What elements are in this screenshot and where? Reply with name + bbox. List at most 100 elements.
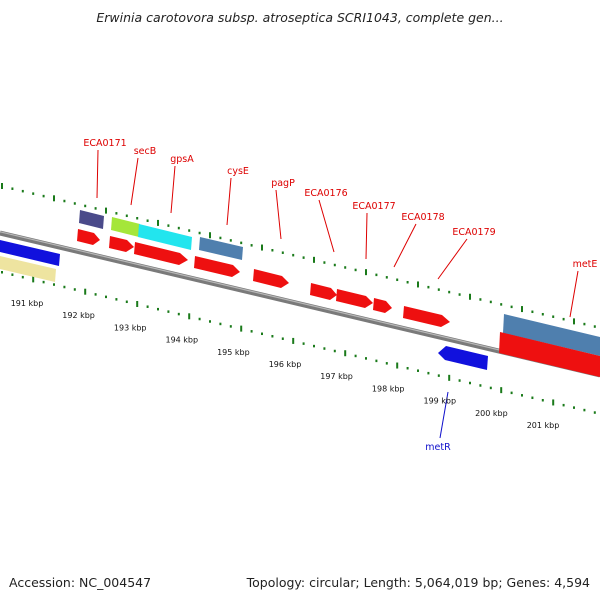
khaki-feature[interactable]	[0, 256, 56, 282]
gene-label-eca0176[interactable]: ECA0176	[304, 188, 347, 199]
gene-feature-eca0171[interactable]	[79, 210, 104, 229]
minor-tick	[229, 325, 232, 328]
minor-tick	[489, 300, 492, 304]
forward-cds-arrow[interactable]	[77, 229, 100, 245]
minor-tick	[427, 285, 430, 289]
major-tick	[292, 337, 295, 344]
scale-label: 196 kbp	[269, 360, 302, 369]
major-tick	[521, 306, 523, 313]
minor-tick	[323, 347, 326, 350]
minor-tick	[198, 231, 201, 235]
gene-label-secb[interactable]: secB	[134, 146, 157, 157]
scale-label: 194 kbp	[165, 336, 198, 345]
gene-label-gpsa[interactable]: gpsA	[170, 154, 194, 165]
minor-tick	[11, 273, 14, 276]
minor-tick	[573, 406, 575, 409]
forward-cds-arrow[interactable]	[310, 283, 337, 300]
minor-tick	[302, 342, 305, 345]
gene-feature-gpsa[interactable]	[138, 224, 192, 250]
gene-feature-mete-blue[interactable]	[503, 314, 600, 356]
leader-line	[226, 177, 232, 226]
forward-cds-arrow[interactable]	[134, 242, 188, 265]
major-tick	[396, 362, 399, 369]
feature-track-lower	[0, 240, 488, 370]
minor-tick	[42, 194, 45, 198]
gene-label-eca0177[interactable]: ECA0177	[352, 201, 395, 212]
minor-tick	[11, 187, 14, 190]
forward-cds-arrow[interactable]	[109, 236, 134, 252]
gene-feature-secb[interactable]	[111, 217, 140, 237]
major-tick	[365, 269, 367, 276]
minor-tick	[541, 398, 544, 402]
minor-tick	[84, 204, 87, 208]
minor-tick	[448, 290, 451, 294]
scale-label: 199 kbp	[423, 397, 456, 406]
reverse-cds-arrow-metr[interactable]	[438, 346, 488, 370]
minor-tick	[63, 285, 66, 289]
minor-tick	[562, 317, 565, 321]
major-tick	[417, 281, 419, 288]
minor-tick	[406, 366, 409, 370]
map-title: Erwinia carotovora subsp. atroseptica SC…	[96, 10, 504, 25]
gene-label-mete[interactable]: metE	[573, 259, 598, 270]
gene-labels: ECA0171 secB gpsA cysE pagP ECA0176 ECA0177 ECA…	[83, 138, 597, 453]
gene-feature-cyse[interactable]	[199, 237, 243, 260]
reverse-cds-arrow[interactable]	[0, 240, 60, 266]
gene-label-eca0171[interactable]: ECA0171	[83, 138, 126, 149]
minor-tick	[157, 307, 159, 311]
leader-line	[569, 270, 579, 318]
forward-cds-arrow[interactable]	[253, 269, 289, 288]
major-tick	[448, 374, 451, 381]
minor-tick	[375, 273, 378, 277]
minor-tick	[333, 349, 336, 353]
major-tick	[188, 313, 191, 320]
minor-tick	[531, 396, 534, 400]
minor-tick	[313, 344, 315, 348]
minor-tick	[323, 261, 326, 264]
scale-label: 191 kbp	[11, 299, 44, 308]
scale-label: 200 kbp	[475, 409, 508, 418]
minor-tick	[167, 310, 170, 313]
gene-label-eca0179[interactable]: ECA0179	[452, 227, 495, 238]
gene-label-eca0178[interactable]: ECA0178	[401, 212, 444, 223]
minor-tick	[261, 332, 263, 336]
forward-cds-arrow[interactable]	[403, 306, 450, 327]
major-tick	[469, 293, 471, 300]
minor-tick	[510, 305, 513, 309]
major-tick	[209, 232, 211, 239]
minor-tick	[177, 226, 180, 230]
scale-label: 197 kbp	[320, 372, 353, 381]
minor-tick	[115, 298, 118, 301]
minor-tick	[354, 268, 357, 272]
scale-label: 193 kbp	[114, 323, 147, 332]
minor-tick	[281, 337, 284, 340]
minor-tick	[469, 381, 471, 385]
forward-cds-arrow[interactable]	[373, 298, 392, 313]
major-tick	[1, 183, 3, 189]
minor-tick	[219, 322, 222, 326]
major-tick	[105, 207, 107, 214]
minor-tick	[489, 386, 492, 390]
minor-tick	[458, 293, 461, 296]
minor-tick	[136, 216, 139, 220]
feature-track-upper	[79, 210, 600, 356]
minor-tick	[583, 322, 586, 326]
gene-label-pagp[interactable]: pagP	[271, 178, 295, 189]
forward-cds-arrow-mete[interactable]	[499, 332, 600, 377]
minor-tick	[271, 248, 274, 252]
major-tick	[344, 350, 347, 357]
minor-tick	[209, 320, 211, 323]
minor-tick	[417, 369, 419, 372]
minor-tick	[406, 280, 409, 284]
minor-tick	[385, 362, 388, 365]
forward-cds-arrow[interactable]	[336, 289, 373, 308]
gene-label-metr[interactable]: metR	[425, 442, 451, 453]
gene-label-cyse[interactable]: cysE	[227, 166, 249, 177]
minor-tick	[531, 310, 534, 314]
minor-tick	[302, 256, 305, 259]
minor-tick	[73, 288, 76, 291]
leader-line	[130, 157, 139, 206]
feature-track-forward	[77, 229, 600, 377]
scale-label: 198 kbp	[372, 384, 405, 393]
forward-cds-arrow[interactable]	[194, 256, 240, 277]
